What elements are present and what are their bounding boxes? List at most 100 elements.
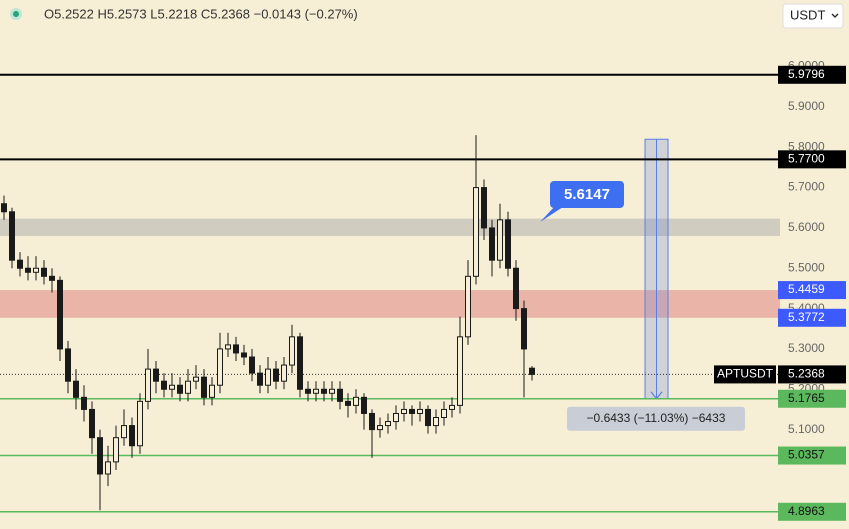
- price-label: 5.7700: [788, 152, 825, 166]
- symbol-label: APTUSDT: [717, 367, 774, 381]
- candle-body: [409, 408, 415, 414]
- currency-label[interactable]: USDT: [790, 7, 825, 22]
- price-label: 5.9796: [788, 67, 825, 81]
- candle-body: [497, 219, 503, 261]
- candle-body: [249, 356, 255, 374]
- callout-pointer: [540, 205, 566, 222]
- candle-body: [489, 227, 495, 261]
- price-label-box: [778, 502, 846, 521]
- callout-label: 5.6147: [564, 186, 610, 203]
- price-label: 5.0357: [788, 448, 825, 462]
- status-dot: [13, 11, 19, 17]
- candle-body: [65, 348, 71, 382]
- candle-body: [305, 388, 311, 394]
- candle-body: [465, 275, 471, 338]
- measure-label: −0.6433 (−11.03%) −6433: [587, 411, 726, 425]
- candle-body: [225, 344, 231, 350]
- candle-body: [241, 352, 247, 358]
- y-tick-label: 5.3000: [788, 341, 825, 355]
- candle-body: [209, 384, 215, 398]
- candle-body: [401, 408, 407, 414]
- candle-body: [1, 203, 7, 213]
- candle-body: [81, 396, 87, 410]
- y-tick-label: 5.9000: [788, 99, 825, 113]
- currency-select[interactable]: [782, 3, 844, 29]
- candle-body: [473, 187, 479, 277]
- measure-box: [567, 406, 745, 431]
- candle-body: [425, 408, 431, 427]
- price-label: 4.8963: [788, 504, 825, 518]
- candle-body: [33, 267, 39, 273]
- candle-body: [129, 425, 135, 447]
- candle-body: [345, 400, 351, 406]
- candle-body: [337, 388, 343, 402]
- candle-body: [457, 336, 463, 406]
- candle-body: [25, 267, 31, 273]
- candle-body: [97, 437, 103, 475]
- candle-body: [41, 267, 47, 277]
- y-tick-label: 5.7000: [788, 180, 825, 194]
- y-tick-label: 5.8000: [788, 139, 825, 153]
- y-tick-label: 5.6000: [788, 220, 825, 234]
- candle-body: [193, 376, 199, 382]
- price-label-box: [778, 281, 846, 300]
- candle-body: [329, 388, 335, 394]
- candle-body: [145, 368, 151, 402]
- candle-body: [377, 425, 383, 431]
- candle-body: [313, 388, 319, 394]
- y-tick-label: 5.1000: [788, 422, 825, 436]
- candle-body: [217, 348, 223, 386]
- candle-body: [433, 417, 439, 427]
- y-tick-label: 5.5000: [788, 260, 825, 274]
- candle-body: [281, 364, 287, 382]
- candle-body: [201, 376, 207, 398]
- candle-body: [137, 400, 143, 447]
- candle-body: [513, 267, 519, 310]
- candle-body: [521, 308, 527, 350]
- candle-body: [185, 380, 191, 394]
- candle-body: [393, 412, 399, 423]
- candle-body: [273, 368, 279, 382]
- candle-body: [49, 275, 55, 281]
- candle-body: [321, 388, 327, 394]
- ohlc-legend: O5.2522 H5.2573 L5.2218 C5.2368 −0.0143 …: [44, 6, 358, 21]
- symbol-box: [714, 365, 776, 384]
- price-label: 5.3772: [788, 310, 825, 324]
- candle-body: [57, 279, 63, 350]
- price-label-box: [778, 365, 846, 384]
- callout-box: [550, 181, 624, 208]
- candle-body: [17, 259, 23, 269]
- price-label-box: [778, 446, 846, 465]
- price-label-box: [778, 65, 846, 84]
- candle-body: [289, 336, 295, 366]
- candle-body: [441, 408, 447, 419]
- candle-body: [169, 384, 175, 390]
- candle-body: [361, 396, 367, 414]
- candle-body: [417, 408, 423, 414]
- candle-body: [257, 372, 263, 386]
- price-label-box: [778, 389, 846, 408]
- dropdown-caret[interactable]: [831, 13, 839, 18]
- candle-body: [153, 368, 159, 382]
- candle-body: [369, 412, 375, 431]
- candle-body: [481, 187, 487, 229]
- candle-body: [9, 211, 15, 261]
- price-label-box: [778, 150, 846, 169]
- candle-body: [105, 461, 111, 475]
- price-label-box: [778, 308, 846, 327]
- candle-body: [505, 219, 511, 269]
- candle-body: [161, 380, 167, 390]
- candle-body: [73, 380, 79, 398]
- candle-body: [121, 425, 127, 439]
- candle-body: [265, 368, 271, 386]
- candle-body: [89, 408, 95, 439]
- candle-body: [233, 344, 239, 354]
- candle-body: [529, 367, 535, 375]
- candle-body: [385, 421, 391, 427]
- price-label: 5.2368: [788, 367, 825, 381]
- candle-body: [297, 336, 303, 390]
- price-label: 5.4459: [788, 282, 825, 296]
- plot: 5.10005.20005.30005.40005.50005.60005.70…: [0, 59, 846, 521]
